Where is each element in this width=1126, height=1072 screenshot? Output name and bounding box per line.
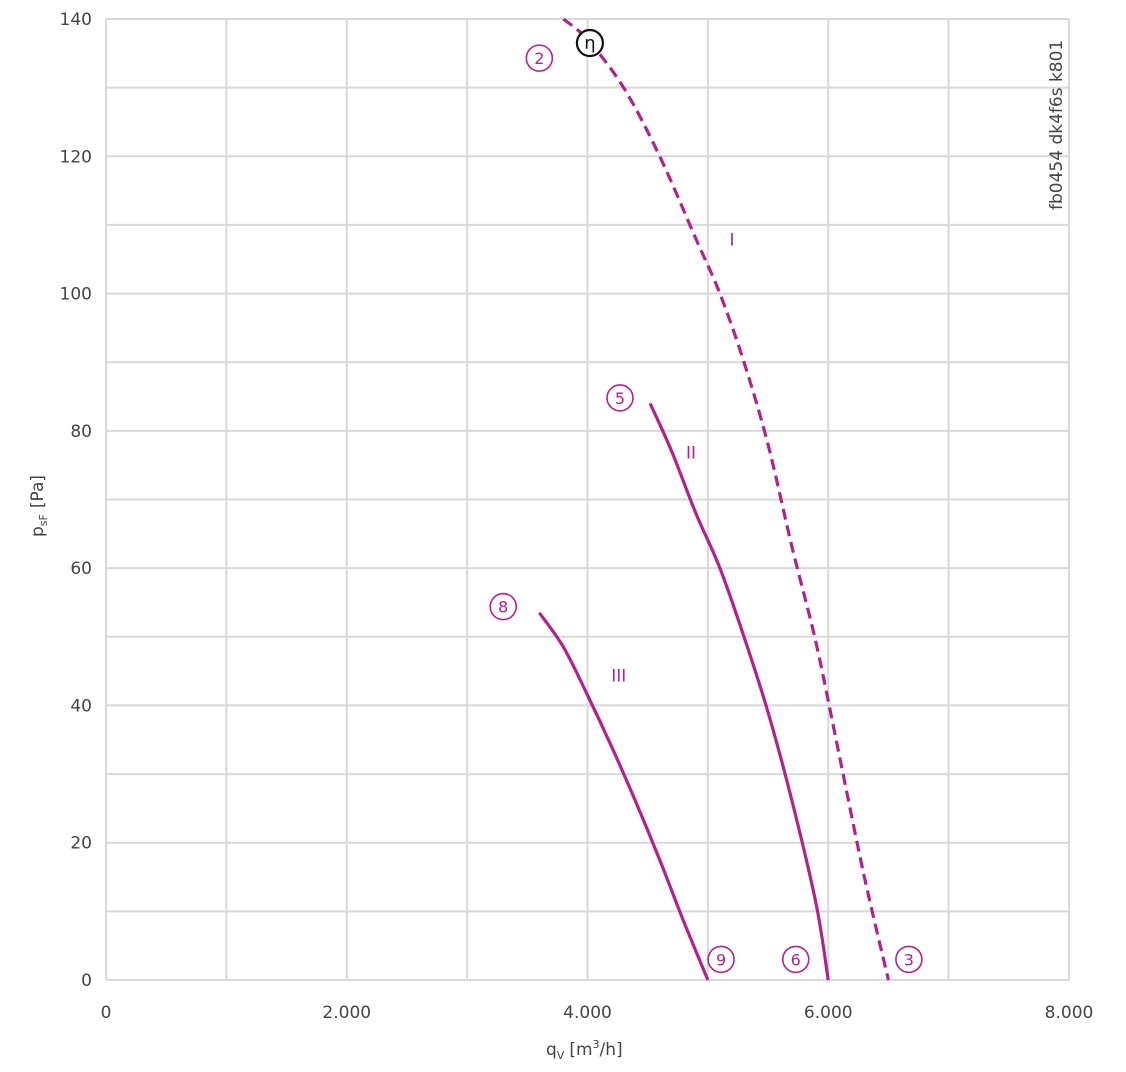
x-axis-label-unit: [m — [569, 1040, 592, 1060]
curve-i — [562, 17, 890, 981]
marker-label: 6 — [791, 950, 801, 969]
y-tick-label: 80 — [70, 422, 92, 442]
y-tick-label: 0 — [81, 971, 92, 991]
curve-label: III — [611, 666, 626, 686]
marker-label: 5 — [615, 389, 625, 408]
y-tick-label: 20 — [70, 834, 92, 854]
x-tick-label: 4.000 — [563, 1003, 612, 1023]
grid-lines — [105, 18, 1070, 981]
y-tick-label: 120 — [60, 147, 92, 167]
marker-circle — [781, 945, 810, 974]
marker-label: 2 — [534, 49, 544, 68]
marker-circle — [525, 44, 554, 72]
y-tick-label: 140 — [60, 10, 92, 30]
x-axis-label-main: q — [546, 1040, 557, 1060]
x-axis-label-sub: V — [557, 1049, 565, 1062]
y-axis-label: psF [Pa] — [28, 475, 50, 537]
marker-label: 9 — [716, 950, 726, 969]
curve-label: I — [729, 231, 734, 251]
marker-circle — [606, 384, 634, 412]
marker-circle — [895, 945, 923, 974]
x-axis-label: qV [m3/h] — [546, 1038, 623, 1062]
eta-marker-circle — [575, 28, 605, 58]
curve-iii — [538, 611, 710, 981]
marker-layer: 2 5 8 9 6 3 η — [489, 28, 923, 974]
x-axis-label-sup: 3 — [593, 1038, 600, 1051]
marker-label: 3 — [904, 950, 914, 969]
tick-labels: 0 2.000 4.000 6.000 8.000 0 20 40 60 80 100 120 140 — [60, 10, 1094, 1023]
eta-marker-label: η — [584, 33, 595, 54]
curve-ii — [648, 402, 830, 981]
y-axis-label-sub: sF — [37, 514, 50, 526]
y-tick-label: 100 — [60, 285, 92, 305]
y-axis-label-unit: [Pa] — [28, 475, 48, 508]
x-tick-label: 6.000 — [804, 1003, 853, 1023]
marker-circle — [489, 592, 518, 621]
x-tick-label: 8.000 — [1045, 1003, 1094, 1023]
curve-label: II — [686, 443, 696, 463]
x-tick-label: 0 — [101, 1003, 112, 1023]
y-tick-label: 60 — [70, 559, 92, 579]
marker-circle — [707, 945, 735, 974]
x-tick-label: 2.000 — [322, 1003, 371, 1023]
marker-label: 8 — [498, 598, 508, 617]
y-axis-label-main: p — [28, 526, 48, 537]
code-text: fb0454 dk4f6s k801 — [1047, 40, 1067, 210]
y-tick-label: 40 — [70, 696, 92, 716]
x-axis-label-unit-end: /h] — [600, 1040, 623, 1060]
